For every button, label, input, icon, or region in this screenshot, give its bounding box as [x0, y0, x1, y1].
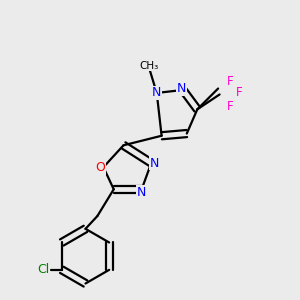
- Text: F: F: [227, 100, 233, 113]
- Text: N: N: [177, 82, 186, 95]
- Text: O: O: [95, 161, 105, 174]
- Text: N: N: [149, 157, 159, 169]
- Text: F: F: [227, 75, 233, 88]
- Text: Cl: Cl: [37, 263, 49, 276]
- Text: N: N: [137, 186, 146, 199]
- Text: N: N: [152, 86, 161, 99]
- Text: CH₃: CH₃: [140, 61, 159, 70]
- Text: F: F: [236, 86, 242, 100]
